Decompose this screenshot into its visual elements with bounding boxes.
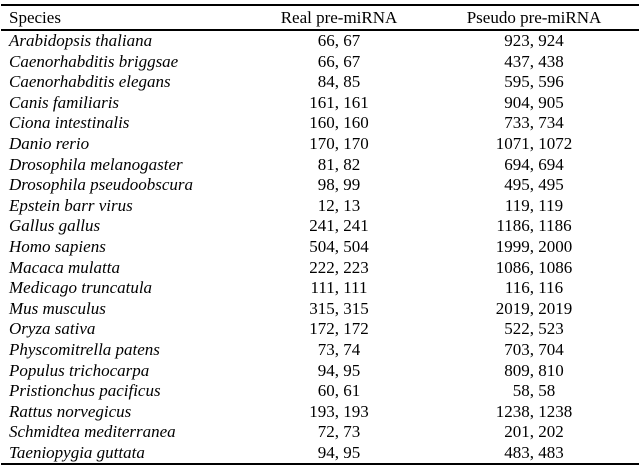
table-row: Macaca mulatta 222, 223 1086, 1086 — [1, 258, 639, 279]
table-row: Caenorhabditis elegans 84, 85 595, 596 — [1, 72, 639, 93]
real-pre-mirna-cell: 72, 73 — [317, 422, 361, 442]
table-row: Medicago truncatula 111, 111 116, 116 — [1, 278, 639, 299]
real-pre-mirna-cell: 94, 95 — [317, 442, 361, 462]
species-cell: Arabidopsis thaliana — [9, 31, 153, 50]
col-header-pseudo-pre-mirna: Pseudo pre-miRNA — [466, 8, 602, 27]
pseudo-pre-mirna-cell: 1186, 1186 — [496, 216, 572, 236]
real-pre-mirna-cell: 222, 223 — [309, 257, 369, 277]
species-cell: Oryza sativa — [9, 319, 96, 339]
species-cell: Gallus gallus — [9, 216, 101, 236]
real-pre-mirna-cell: 504, 504 — [309, 236, 369, 256]
header-row: Species Real pre-miRNA Pseudo pre-miRNA — [1, 5, 639, 30]
pseudo-pre-mirna-cell: 733, 734 — [504, 113, 564, 133]
pseudo-pre-mirna-cell: 119, 119 — [504, 195, 564, 215]
pseudo-pre-mirna-cell: 522, 523 — [504, 319, 564, 339]
species-cell: Caenorhabditis briggsae — [9, 51, 179, 71]
table-row: Drosophila melanogaster 81, 82 694, 694 — [1, 155, 639, 176]
table-row: Physcomitrella patens 73, 74 703, 704 — [1, 340, 639, 361]
species-cell: Taeniopygia guttata — [9, 442, 145, 462]
table-row: Gallus gallus 241, 241 1186, 1186 — [1, 216, 639, 237]
col-header-species: Species — [9, 8, 61, 27]
species-cell: Canis familiaris — [9, 92, 120, 112]
species-cell: Mus musculus — [9, 298, 106, 318]
table-row: Homo sapiens 504, 504 1999, 2000 — [1, 237, 639, 258]
real-pre-mirna-cell: 73, 74 — [317, 339, 361, 359]
pseudo-pre-mirna-cell: 809, 810 — [504, 360, 564, 380]
table-row: Populus trichocarpa 94, 95 809, 810 — [1, 361, 639, 382]
real-pre-mirna-cell: 315, 315 — [309, 298, 369, 318]
species-cell: Rattus norvegicus — [9, 401, 132, 421]
table-row: Taeniopygia guttata 94, 95 483, 483 — [1, 443, 639, 465]
real-pre-mirna-cell: 84, 85 — [317, 72, 361, 92]
pseudo-pre-mirna-cell: 116, 116 — [504, 278, 564, 298]
col-header-real-pre-mirna: Real pre-miRNA — [280, 8, 398, 27]
pseudo-pre-mirna-cell: 904, 905 — [504, 92, 564, 112]
pseudo-pre-mirna-cell: 201, 202 — [504, 422, 564, 442]
real-pre-mirna-cell: 193, 193 — [309, 401, 369, 421]
pseudo-pre-mirna-cell: 595, 596 — [504, 72, 564, 92]
species-cell: Ciona intestinalis — [9, 113, 130, 133]
species-cell: Epstein barr virus — [9, 195, 133, 215]
table-row: Schmidtea mediterranea 72, 73 201, 202 — [1, 422, 639, 443]
pre-mirna-count-table: Species Real pre-miRNA Pseudo pre-miRNA … — [1, 4, 639, 466]
table-row: Caenorhabditis briggsae 66, 67 437, 438 — [1, 52, 639, 73]
pseudo-pre-mirna-cell: 703, 704 — [504, 339, 564, 359]
pseudo-pre-mirna-cell: 1071, 1072 — [495, 133, 573, 153]
species-cell: Medicago truncatula — [9, 278, 153, 298]
pseudo-pre-mirna-cell: 437, 438 — [504, 51, 564, 71]
table-row: Arabidopsis thaliana 66, 67 923, 924 — [1, 30, 639, 52]
pseudo-pre-mirna-cell: 483, 483 — [504, 442, 564, 462]
table-body: Arabidopsis thaliana 66, 67 923, 924 Caenor… — [1, 30, 639, 464]
real-pre-mirna-cell: 60, 61 — [317, 381, 361, 401]
pseudo-pre-mirna-cell: 1238, 1238 — [495, 401, 573, 421]
real-pre-mirna-cell: 111, 111 — [310, 278, 368, 298]
species-cell: Caenorhabditis elegans — [9, 72, 171, 92]
real-pre-mirna-cell: 241, 241 — [309, 216, 369, 236]
table-row: Canis familiaris 161, 161 904, 905 — [1, 93, 639, 114]
table-row: Oryza sativa 172, 172 522, 523 — [1, 319, 639, 340]
real-pre-mirna-cell: 170, 170 — [309, 133, 369, 153]
species-cell: Pristionchus pacificus — [9, 381, 161, 401]
real-pre-mirna-cell: 66, 67 — [317, 31, 361, 50]
table-row: Ciona intestinalis 160, 160 733, 734 — [1, 113, 639, 134]
table-row: Mus musculus 315, 315 2019, 2019 — [1, 299, 639, 320]
real-pre-mirna-cell: 94, 95 — [317, 360, 361, 380]
pseudo-pre-mirna-cell: 495, 495 — [504, 175, 564, 195]
pseudo-pre-mirna-cell: 923, 924 — [504, 31, 564, 50]
species-cell: Schmidtea mediterranea — [9, 422, 176, 442]
real-pre-mirna-cell: 98, 99 — [317, 175, 361, 195]
real-pre-mirna-cell: 12, 13 — [317, 195, 361, 215]
pseudo-pre-mirna-cell: 58, 58 — [512, 381, 556, 401]
species-cell: Macaca mulatta — [9, 257, 120, 277]
real-pre-mirna-cell: 66, 67 — [317, 51, 361, 71]
species-cell: Homo sapiens — [9, 236, 106, 256]
table-row: Epstein barr virus 12, 13 119, 119 — [1, 196, 639, 217]
table-row: Drosophila pseudoobscura 98, 99 495, 495 — [1, 175, 639, 196]
species-cell: Drosophila pseudoobscura — [9, 175, 194, 195]
pseudo-pre-mirna-cell: 1086, 1086 — [495, 257, 573, 277]
species-cell: Populus trichocarpa — [9, 360, 150, 380]
species-cell: Danio rerio — [9, 133, 90, 153]
table-row: Danio rerio 170, 170 1071, 1072 — [1, 134, 639, 155]
real-pre-mirna-cell: 160, 160 — [309, 113, 369, 133]
pseudo-pre-mirna-cell: 2019, 2019 — [495, 298, 573, 318]
real-pre-mirna-cell: 81, 82 — [317, 154, 361, 174]
pseudo-pre-mirna-cell: 1999, 2000 — [495, 236, 573, 256]
species-cell: Drosophila melanogaster — [9, 154, 183, 174]
table-row: Rattus norvegicus 193, 193 1238, 1238 — [1, 402, 639, 423]
species-cell: Physcomitrella patens — [9, 339, 160, 359]
pseudo-pre-mirna-cell: 694, 694 — [504, 154, 564, 174]
real-pre-mirna-cell: 172, 172 — [309, 319, 369, 339]
real-pre-mirna-cell: 161, 161 — [309, 92, 369, 112]
table-row: Pristionchus pacificus 60, 61 58, 58 — [1, 381, 639, 402]
